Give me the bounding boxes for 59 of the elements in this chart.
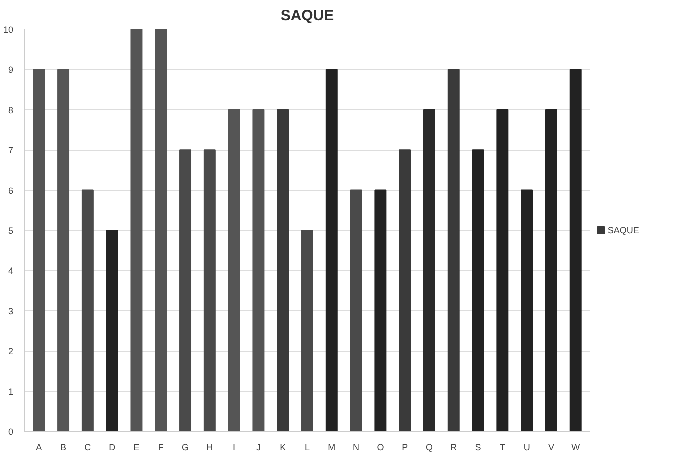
y-tick-label: 10 (3, 25, 14, 35)
y-tick-label: 2 (8, 346, 14, 357)
bar (448, 69, 460, 432)
bar (58, 69, 70, 432)
x-tick-label: T (500, 442, 506, 452)
y-tick-label: 4 (8, 266, 14, 276)
bar (302, 230, 314, 432)
bar (204, 150, 216, 432)
x-tick-label: B (60, 442, 67, 452)
x-tick-label: E (134, 442, 140, 452)
x-tick-label: C (84, 442, 92, 452)
chart-title: SAQUE (280, 8, 334, 24)
bar (423, 109, 436, 432)
x-tick-label: K (280, 442, 286, 452)
x-tick-label: L (304, 442, 310, 452)
x-tick-label: P (402, 442, 408, 452)
y-tick-label: 5 (8, 226, 14, 236)
x-tick-label: G (182, 442, 190, 452)
x-tick-label: U (524, 442, 530, 452)
bar (472, 150, 484, 432)
x-tick-label: W (572, 442, 581, 452)
y-tick-label: 8 (8, 105, 14, 116)
x-tick-label: M (328, 442, 336, 452)
x-tick-label: I (233, 442, 236, 452)
bar (521, 190, 534, 432)
x-tick-label: F (158, 442, 164, 452)
x-tick-label: S (475, 442, 482, 452)
y-tick-label: 9 (8, 65, 14, 76)
bar (277, 109, 290, 432)
x-tick-label: J (256, 442, 261, 452)
y-tick-label: 6 (8, 186, 14, 196)
bar (130, 30, 143, 432)
bar (326, 69, 338, 432)
bar (82, 190, 94, 432)
y-tick-label: 1 (8, 386, 14, 397)
x-tick-label: O (377, 442, 384, 452)
y-tick-label: 0 (8, 427, 14, 437)
x-tick-label: N (353, 442, 360, 452)
bar (33, 69, 46, 432)
bar (155, 30, 168, 432)
x-tick-label: D (109, 442, 116, 452)
x-tick-label: V (548, 442, 554, 452)
x-tick-label: R (450, 442, 458, 452)
bar (545, 109, 558, 432)
y-tick-label: 3 (8, 306, 14, 316)
bar (228, 109, 240, 432)
bar (180, 150, 192, 432)
x-tick-label: H (206, 442, 214, 452)
bar (252, 109, 265, 432)
bar (350, 190, 362, 432)
bar (570, 69, 582, 432)
bar (496, 109, 509, 432)
x-tick-label: A (36, 442, 42, 452)
x-tick-label: Q (426, 442, 433, 452)
bar (399, 150, 412, 432)
bar (374, 190, 387, 432)
legend-label: SAQUE (608, 226, 640, 236)
y-tick-label: 7 (8, 146, 14, 156)
bar (106, 230, 118, 432)
